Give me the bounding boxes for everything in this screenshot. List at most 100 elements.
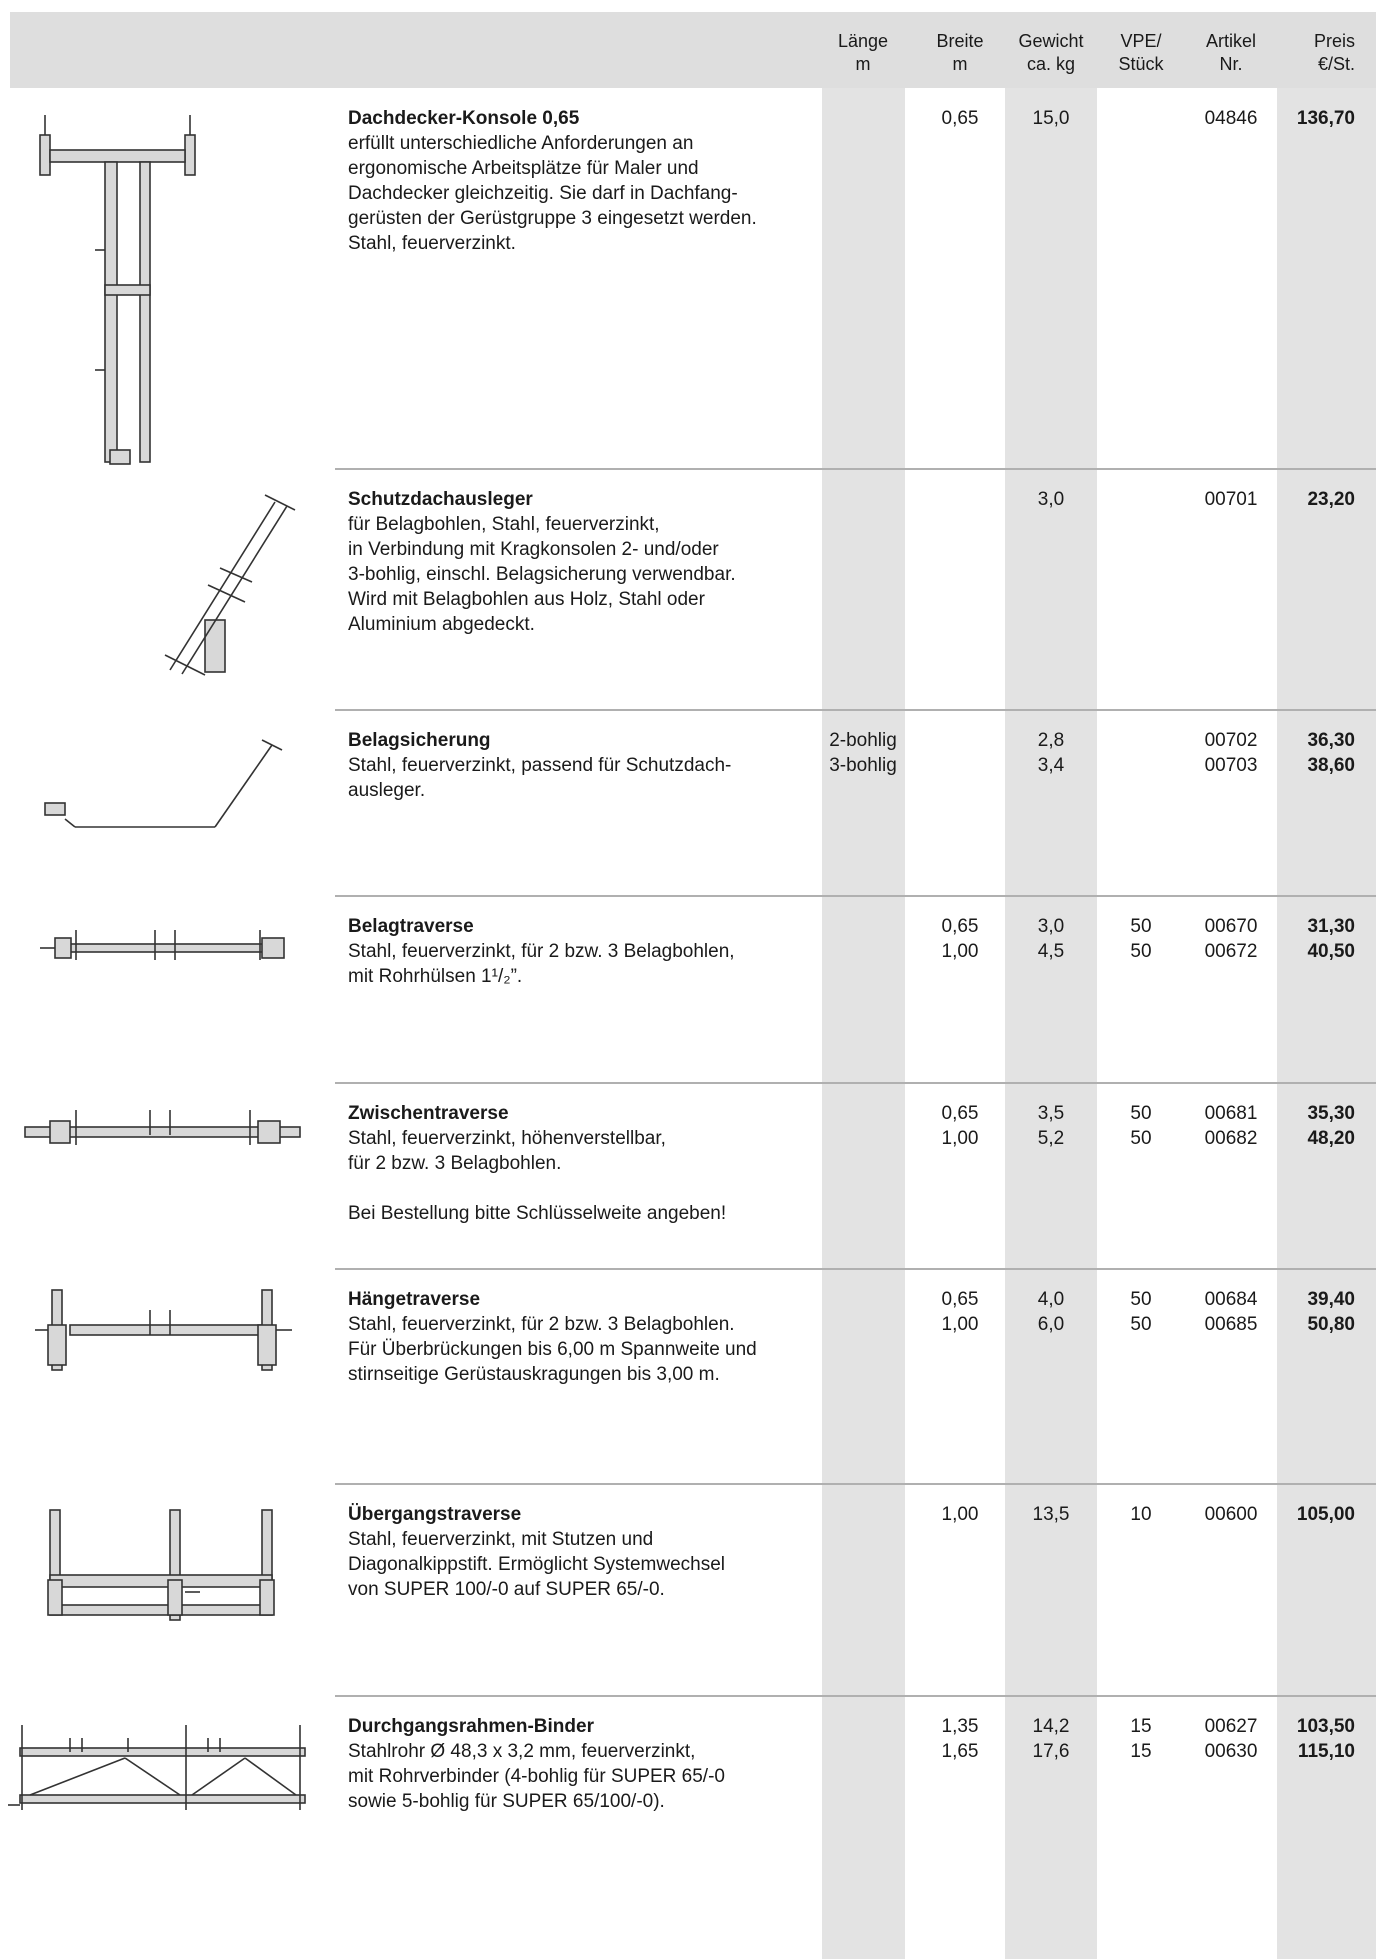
table-cell: 0,65 1,00 [910, 1101, 1010, 1151]
cell-value: 15 [1130, 1741, 1152, 1762]
cell-value: 39,40 [1307, 1289, 1355, 1310]
column-header-line: €/St. [1317, 54, 1355, 74]
column-stripe [1277, 88, 1376, 1959]
cell-value: 1,00 [941, 1128, 979, 1149]
column-header-line: Preis [1313, 31, 1355, 51]
product-title: Schutzdachausleger [348, 489, 533, 510]
product-text: Schutzdachausleger für Belagbohlen, Stahl… [348, 487, 808, 637]
cell-value: 50,80 [1307, 1314, 1355, 1335]
product-description: ergonomische Arbeitsplätze für Maler und [348, 158, 699, 179]
cell-value: 1,00 [941, 1314, 979, 1335]
cell-value: 4,5 [1037, 941, 1065, 962]
column-header-line: Breite [936, 31, 984, 51]
product-text: Belagtraverse Stahl, feuerverzinkt, für 2… [348, 914, 808, 989]
cell-value: 3,4 [1037, 755, 1065, 776]
cell-value: 04846 [1204, 108, 1258, 129]
cell-value: 15,0 [1032, 108, 1070, 129]
cell-value: 50 [1130, 1103, 1152, 1124]
illustration [8, 1725, 306, 1810]
column-header-line: m [952, 54, 968, 74]
table-cell: 10 [1091, 1502, 1191, 1527]
product-description: Stahl, feuerverzinkt, höhenverstellbar, [348, 1128, 666, 1149]
column-header-line: ca. kg [1026, 54, 1076, 74]
illustration [24, 1110, 301, 1145]
cell-value: 5,2 [1037, 1128, 1065, 1149]
table-cell: 50 50 [1091, 914, 1191, 964]
product-title: Durchgangsrahmen-Binder [348, 1716, 594, 1737]
product-description: mit Rohrverbinder (4-bohlig für SUPER 65… [348, 1766, 725, 1787]
cell-value: 23,20 [1307, 489, 1355, 510]
table-cell: 15,0 [1001, 106, 1101, 131]
row-separator [335, 1695, 1376, 1697]
column-header: Länge m [813, 30, 913, 76]
table-header: Länge m Breite m Gewicht ca. kg VPE/Stück Artik… [10, 12, 1376, 88]
column-header-line: Gewicht [1018, 31, 1084, 51]
row-separator [335, 1268, 1376, 1270]
cell-value: 00630 [1204, 1741, 1258, 1762]
cell-value: 115,10 [1297, 1741, 1355, 1762]
product-description: Stahl, feuerverzinkt. [348, 233, 516, 254]
cell-value: 0,65 [941, 1289, 979, 1310]
cell-value: 48,20 [1307, 1128, 1355, 1149]
cell-value: 1,65 [941, 1741, 979, 1762]
table-cell: 35,30 48,20 [1245, 1101, 1355, 1151]
table-cell: 3,5 5,2 [1001, 1101, 1101, 1151]
column-header-line: Artikel [1205, 31, 1256, 51]
row-separator [335, 1082, 1376, 1084]
cell-value: 1,35 [941, 1716, 979, 1737]
cell-value: 00670 [1204, 916, 1258, 937]
illustration [39, 115, 196, 465]
table-cell: 00627 00630 [1181, 1714, 1281, 1764]
illustration [44, 739, 283, 828]
table-cell: 04846 [1181, 106, 1281, 131]
product-description: von SUPER 100/-0 auf SUPER 65/-0. [348, 1579, 665, 1600]
table-cell: 36,30 38,60 [1245, 728, 1355, 778]
table-cell: 23,20 [1245, 487, 1355, 512]
cell-value: 00672 [1204, 941, 1258, 962]
illustration [35, 1289, 292, 1371]
cell-value: 00703 [1204, 755, 1258, 776]
table-cell: 50 50 [1091, 1101, 1191, 1151]
cell-value: 50 [1130, 1314, 1152, 1335]
cell-value: 31,30 [1307, 916, 1355, 937]
table-cell: 3,0 4,5 [1001, 914, 1101, 964]
product-description: für 2 bzw. 3 Belagbohlen. [348, 1153, 562, 1174]
cell-value: 0,65 [941, 916, 979, 937]
cell-value: 50 [1130, 916, 1152, 937]
cell-value: 136,70 [1296, 108, 1355, 129]
product-description: Diagonalkippstift. Ermöglicht Systemwech… [348, 1554, 725, 1575]
product-text: Durchgangsrahmen-Binder Stahlrohr Ø 48,3 … [348, 1714, 808, 1814]
product-description: Stahl, feuerverzinkt, mit Stutzen und [348, 1529, 654, 1550]
cell-value: 00681 [1204, 1103, 1258, 1124]
product-description: für Belagbohlen, Stahl, feuerverzinkt, [348, 514, 660, 535]
column-header-line: Länge [837, 31, 889, 51]
cell-value: 1,00 [941, 1504, 979, 1525]
cell-value: 3,5 [1037, 1103, 1065, 1124]
cell-value: 00682 [1204, 1128, 1258, 1149]
table-cell: 15 15 [1091, 1714, 1191, 1764]
cell-value: 50 [1130, 1289, 1152, 1310]
product-description: in Verbindung mit Kragkonsolen 2- und/od… [348, 539, 719, 560]
cell-value: 17,6 [1032, 1741, 1070, 1762]
table-cell: 4,0 6,0 [1001, 1287, 1101, 1337]
product-description: ausleger. [348, 780, 426, 801]
table-cell: 39,40 50,80 [1245, 1287, 1355, 1337]
row-separator [335, 895, 1376, 897]
cell-value: 3-bohlig [829, 755, 897, 776]
table-cell: 31,30 40,50 [1245, 914, 1355, 964]
cell-value: 00702 [1204, 730, 1258, 751]
cell-value: 0,65 [941, 108, 979, 129]
product-description: 3-bohlig, einschl. Belagsicherung verwen… [348, 564, 736, 585]
column-header-line: Nr. [1219, 54, 1243, 74]
table-cell: 1,00 [910, 1502, 1010, 1527]
column-header: VPE/Stück [1091, 30, 1191, 76]
cell-value: 14,2 [1032, 1716, 1070, 1737]
table-cell: 0,65 1,00 [910, 914, 1010, 964]
cell-value: 50 [1130, 1128, 1152, 1149]
cell-value: 2,8 [1037, 730, 1065, 751]
cell-value: 6,0 [1037, 1314, 1065, 1335]
product-description: Wird mit Belagbohlen aus Holz, Stahl ode… [348, 589, 705, 610]
product-description: Stahl, feuerverzinkt, für 2 bzw. 3 Belag… [348, 941, 735, 962]
column-header-line: VPE/ [1120, 31, 1162, 51]
table-cell: 2,8 3,4 [1001, 728, 1101, 778]
